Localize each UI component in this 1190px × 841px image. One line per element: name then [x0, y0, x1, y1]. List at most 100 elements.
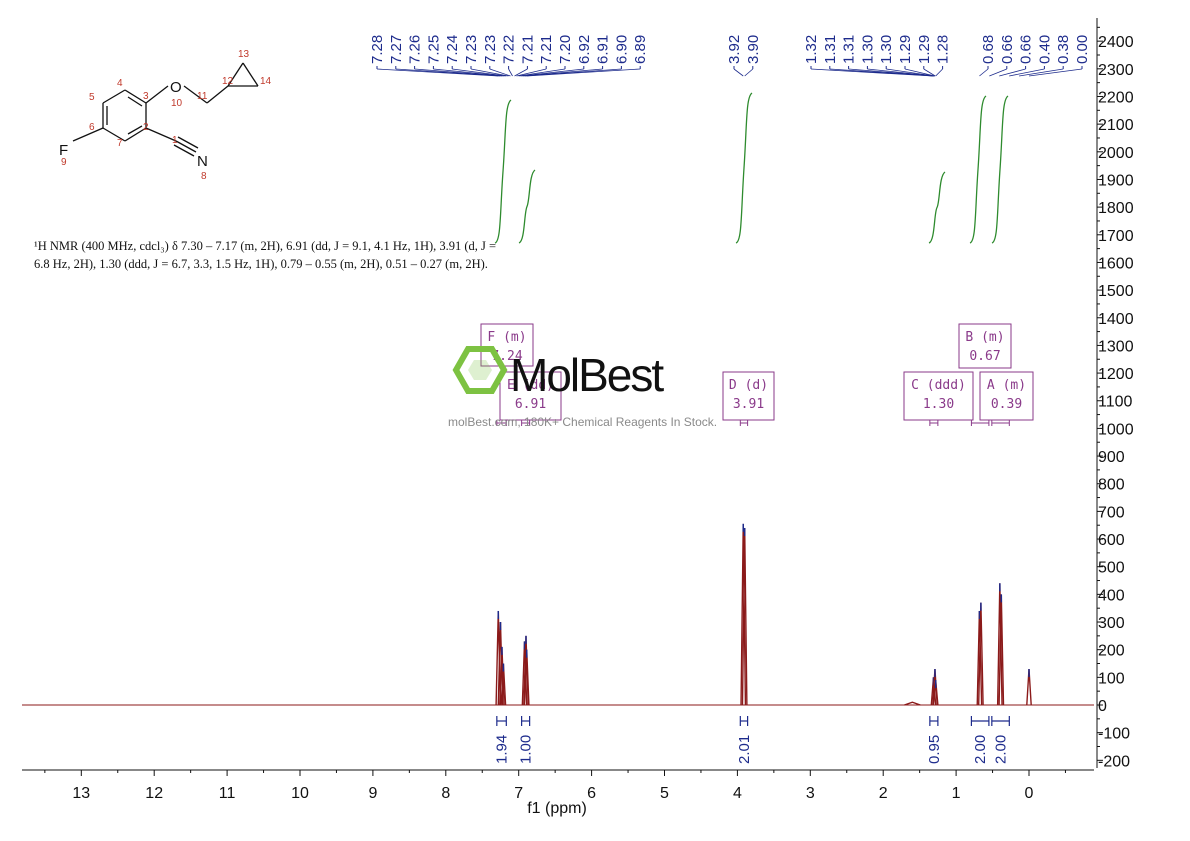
molecule-structure: [72, 62, 259, 157]
atom-number-F: 9: [61, 157, 67, 168]
peak-label-leader: [516, 68, 547, 77]
peak-label-leader: [414, 68, 503, 77]
bond: [102, 127, 126, 142]
multiplet-label: C (ddd): [911, 378, 966, 393]
x-axis-label: f1 (ppm): [527, 800, 587, 817]
y-tick-label: 1700: [1098, 228, 1134, 245]
bond: [145, 85, 169, 104]
x-tick-label: 11: [219, 785, 236, 802]
nmr-description-line-1: ¹H NMR (400 MHz, cdcl₃) δ 7.30 – 7.17 (m…: [34, 239, 497, 253]
peak-label: 7.20: [557, 35, 574, 64]
y-tick-label: 1600: [1098, 255, 1134, 272]
bond: [102, 89, 126, 104]
spectrum-peak: [904, 701, 921, 706]
peak-label-leader: [744, 68, 754, 77]
x-tick-label: 6: [587, 785, 596, 802]
bond: [72, 127, 104, 142]
peak-label-leader: [518, 68, 566, 77]
bond: [124, 89, 147, 104]
bond: [206, 85, 229, 104]
y-tick-label: 1800: [1098, 200, 1134, 217]
carbon-number: 4: [117, 78, 123, 89]
atom-O: O: [170, 79, 182, 96]
carbon-number: 7: [117, 138, 123, 149]
watermark-tagline: molBest.com, 180K+ Chemical Reagents In …: [448, 415, 717, 429]
peak-label-leader: [733, 68, 744, 77]
integral-curve: [991, 95, 1009, 244]
peak-label: 7.25: [425, 35, 442, 64]
peak-label-leader: [923, 68, 936, 77]
multiplet-box: [722, 371, 775, 421]
peak-label-leader: [867, 68, 935, 77]
y-tick-label: 1300: [1098, 338, 1134, 355]
integral-curve: [969, 95, 987, 244]
peak-label-leader: [489, 68, 511, 77]
y-tick-label: 900: [1098, 449, 1125, 466]
multiplet-box: [979, 371, 1034, 421]
molbest-logo-icon: [452, 346, 508, 394]
peak-label-leader: [508, 68, 513, 77]
y-tick-label: 0: [1098, 698, 1107, 715]
axes: 13 12 11 10 9 8 7 6 5 4 3 2 1 0 -200-1000100200300400…: [22, 18, 1134, 817]
spectrum-peaks: [495, 523, 1032, 706]
integral-curve: [928, 171, 946, 244]
peak-label: 7.26: [407, 35, 424, 64]
carbon-number: 13: [238, 49, 250, 60]
y-tick-label: 300: [1098, 615, 1125, 632]
y-tick-label: 1100: [1098, 394, 1133, 411]
peak-label: 1.29: [897, 35, 914, 64]
peak-label-leader: [452, 68, 507, 77]
peak-label: 1.31: [822, 35, 839, 64]
y-tick-label: 1200: [1098, 366, 1134, 383]
multiplet-boxes: F (m)7.24E (dd)6.91D (d)3.91C (ddd)1.30B…: [480, 323, 1034, 426]
carbon-number: 2: [143, 122, 149, 133]
molecule-labels: O F N 10 9 8 1 2 3 4 5 6 7 11 12 13 14: [59, 49, 272, 182]
carbon-number: 6: [89, 122, 95, 133]
multiplet-label: A (m): [987, 378, 1026, 393]
y-tick-label: 800: [1098, 477, 1125, 494]
x-tick-label: 5: [660, 785, 669, 802]
atom-N: N: [197, 153, 208, 170]
logo-hexagon-icon: [452, 346, 508, 394]
peak-label-leader: [886, 68, 935, 77]
integral-value: 2.01: [736, 735, 753, 764]
integral-value: 2.00: [972, 735, 989, 764]
peak-label: 6.89: [632, 35, 649, 64]
y-tick-label: -200: [1098, 753, 1130, 770]
multiplet-box: [499, 371, 562, 421]
multiplet-box: [480, 323, 534, 367]
multiplet-box: [958, 323, 1012, 369]
multiplet-shift: 0.67: [969, 349, 1000, 364]
molbest-logo-text: MolBest: [510, 349, 664, 401]
triple-bond: [177, 136, 199, 149]
carbon-number: 1: [172, 135, 178, 146]
integral-curve: [494, 99, 512, 244]
x-tick-label: 4: [733, 785, 742, 802]
multiplet-label: D (d): [729, 378, 768, 393]
y-tick-label: 2300: [1098, 62, 1134, 79]
multiplet-label: B (m): [965, 330, 1004, 345]
x-tick-label: 2: [879, 785, 888, 802]
peak-label-leader: [935, 68, 943, 77]
y-tick-label: 700: [1098, 504, 1125, 521]
y-tick-label: 1400: [1098, 311, 1134, 328]
peak-label: 1.32: [803, 35, 820, 64]
x-tick-label: 8: [441, 785, 450, 802]
integral-value: 0.95: [926, 735, 943, 764]
y-tick-label: 2100: [1098, 117, 1134, 134]
x-ticks: 13 12 11 10 9 8 7 6 5 4 3 2 1 0: [44, 770, 1066, 802]
y-tick-label: 1000: [1098, 421, 1134, 438]
peak-label-leader: [520, 68, 584, 77]
y-tick-label: 600: [1098, 532, 1125, 549]
integral-curves: [494, 92, 1009, 244]
peak-label: 7.21: [538, 35, 555, 64]
atom-number-N: 8: [201, 171, 207, 182]
multiplet-label: E (dd): [507, 378, 554, 393]
carbon-number: 3: [143, 91, 149, 102]
peak-label-leader: [979, 68, 989, 77]
x-tick-label: 0: [1025, 785, 1034, 802]
nmr-description: ¹H NMR (400 MHz, cdcl₃) δ 7.30 – 7.17 (m…: [34, 237, 594, 273]
integral-curve: [518, 169, 536, 244]
y-tick-label: -100: [1098, 726, 1130, 743]
